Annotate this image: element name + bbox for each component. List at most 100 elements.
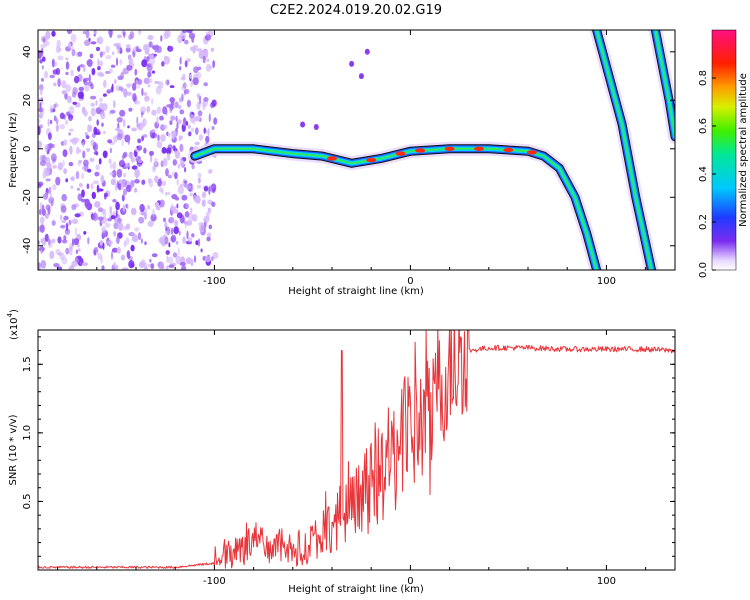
noise-blob <box>65 222 69 232</box>
noise-blob <box>59 214 63 221</box>
noise-blob <box>182 157 187 162</box>
noise-blob <box>184 220 187 229</box>
noise-blob <box>160 160 164 168</box>
noise-blob <box>53 104 57 109</box>
noise-blob <box>169 120 173 125</box>
noise-blob <box>67 95 72 104</box>
noise-blob <box>112 199 117 203</box>
colorbar-tick-label: 0.4 <box>698 166 709 182</box>
noise-blob <box>85 30 90 39</box>
noise-blob <box>64 228 70 235</box>
noise-blob <box>153 53 157 57</box>
noise-blob <box>71 218 79 225</box>
noise-blob <box>101 122 104 127</box>
noise-blob <box>185 121 189 126</box>
noise-blob <box>165 168 169 177</box>
noise-blob <box>99 51 103 58</box>
noise-blob <box>38 112 44 119</box>
noise-blob <box>125 203 128 209</box>
noise-blob <box>157 261 164 270</box>
noise-blob <box>181 264 187 270</box>
noise-blob <box>203 186 209 192</box>
noise-blob <box>119 59 123 66</box>
noise-blob <box>138 216 145 224</box>
noise-blob <box>78 160 83 164</box>
noise-blob <box>70 176 75 182</box>
noise-blob <box>71 238 75 247</box>
noise-blob <box>186 230 189 240</box>
noise-blob <box>63 235 67 241</box>
noise-blob <box>86 59 93 67</box>
noise-blob <box>197 184 201 189</box>
noise-blob <box>169 97 176 103</box>
noise-blob <box>44 144 49 152</box>
noise-blob <box>86 148 90 152</box>
noise-blob <box>66 30 73 35</box>
noise-blob <box>65 247 70 255</box>
noise-blob <box>108 111 112 115</box>
noise-blob <box>173 209 179 214</box>
noise-blob <box>122 119 126 128</box>
noise-blob <box>121 139 124 147</box>
snr-frame <box>37 329 676 571</box>
noise-blob <box>43 40 50 47</box>
colorbar-frame <box>711 29 737 271</box>
noise-blob <box>122 204 125 212</box>
noise-blob <box>159 199 165 208</box>
noise-blob <box>95 100 98 106</box>
noise-blob <box>189 192 193 197</box>
noise-blob <box>84 132 88 136</box>
noise-blob <box>106 240 114 245</box>
noise-blob <box>77 255 82 259</box>
noise-blob <box>93 142 98 152</box>
noise-blob <box>185 183 191 190</box>
noise-blob <box>130 156 135 163</box>
noise-blob <box>186 30 193 34</box>
noise-blob <box>84 39 91 47</box>
top-x-axis-label: Height of straight line (km) <box>288 286 424 297</box>
noise-blob <box>184 39 189 45</box>
noise-blob <box>134 227 140 232</box>
noise-blob <box>39 88 43 96</box>
noise-blob <box>175 255 182 265</box>
noise-blob <box>177 104 182 110</box>
noise-blob <box>59 124 66 130</box>
noise-blob <box>154 158 158 162</box>
noise-blob <box>84 83 90 92</box>
noise-blob <box>69 128 74 132</box>
noise-blob <box>197 66 202 71</box>
noise-blob <box>103 79 107 88</box>
noise-blob <box>137 85 140 89</box>
noise-blob <box>190 79 193 87</box>
noise-blob <box>81 172 85 180</box>
top-y-tick-label: -40 <box>22 238 33 254</box>
noise-blob <box>118 86 124 91</box>
noise-blob <box>159 115 164 121</box>
noise-blob <box>206 232 212 238</box>
noise-blob <box>65 178 69 183</box>
noise-blob <box>212 251 219 260</box>
noise-blob <box>69 145 73 155</box>
noise-blob <box>65 61 70 70</box>
noise-blob <box>167 144 173 150</box>
noise-blob <box>168 256 174 265</box>
noise-blob <box>75 249 78 255</box>
noise-blob <box>181 93 184 102</box>
noise-blob <box>42 193 49 200</box>
noise-blob <box>61 256 68 265</box>
noise-blob <box>57 266 63 270</box>
noise-blob <box>192 77 199 86</box>
noise-blob <box>167 133 171 138</box>
noise-blob <box>99 239 104 246</box>
noise-blob <box>154 161 158 166</box>
colorbar-tick-label: 0.8 <box>698 70 709 86</box>
noise-blob <box>105 55 112 60</box>
noise-blob <box>118 182 122 191</box>
noise-blob <box>197 172 202 179</box>
noise-blob <box>152 208 155 217</box>
noise-blob <box>203 127 206 134</box>
noise-blob <box>190 258 194 267</box>
hot-spot <box>503 147 514 153</box>
noise-blob <box>71 48 76 57</box>
noise-blob <box>121 133 125 139</box>
